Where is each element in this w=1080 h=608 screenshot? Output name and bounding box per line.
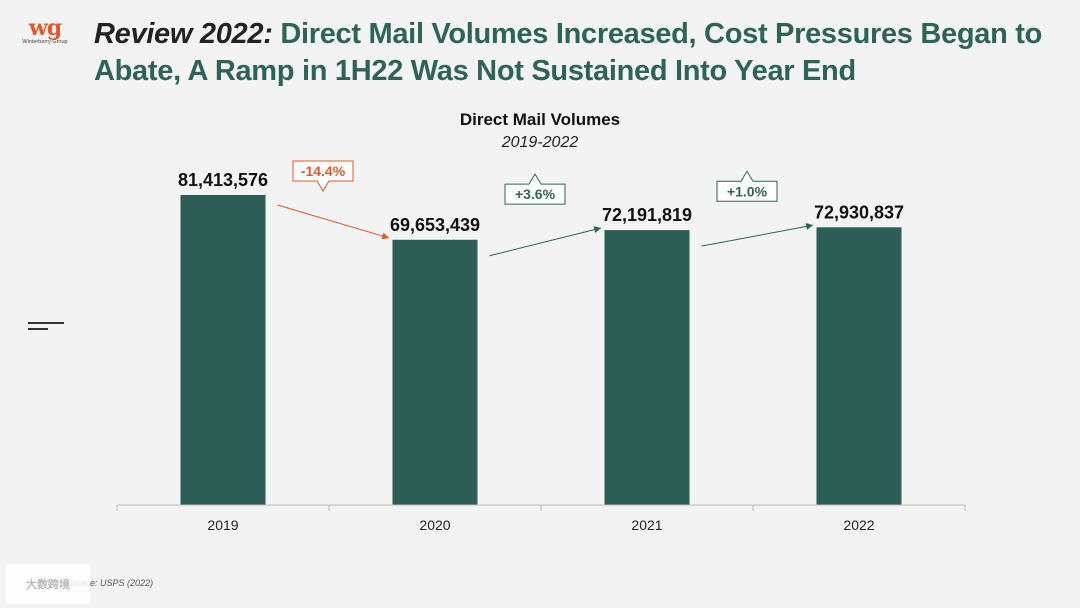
logo-name: Winterberry Group <box>22 39 68 45</box>
value-label-2019: 81,413,576 <box>178 170 268 190</box>
watermark: 大数跨境 <box>6 564 90 604</box>
company-logo: wg Winterberry Group <box>22 15 68 45</box>
change-label-2: +3.6% <box>515 186 556 202</box>
page-title: Review 2022: Direct Mail Volumes Increas… <box>94 16 1054 90</box>
bar-2022 <box>816 227 902 506</box>
chart-title: Direct Mail Volumes <box>459 110 621 129</box>
logo-mark: wg <box>28 15 62 41</box>
x-tick-2019: 2019 <box>207 517 238 533</box>
change-badge-shape-3 <box>716 170 778 202</box>
x-tick-2021: 2021 <box>631 517 662 533</box>
change-badge-1: -14.4% <box>292 160 354 192</box>
change-arrow-1 <box>277 204 390 240</box>
x-tick-2020: 2020 <box>419 517 450 533</box>
source-note: Source: USPS (2022) <box>66 578 154 588</box>
value-label-2022: 72,930,837 <box>814 202 904 222</box>
change-arrow-2 <box>489 226 602 257</box>
value-label-2021: 72,191,819 <box>602 205 692 225</box>
change-badge-shape-1 <box>292 160 354 192</box>
change-badge-2: +3.6% <box>504 173 566 205</box>
page-title-text: Direct Mail Volumes Increased, Cost Pres… <box>94 18 1043 87</box>
x-tick-2022: 2022 <box>843 517 874 533</box>
chart-subtitle: 2019-2022 <box>501 134 579 151</box>
bar-2019 <box>180 195 266 505</box>
page-title-lead: Review 2022: <box>94 18 273 50</box>
bar-2021 <box>604 230 690 505</box>
change-badge-3: +1.0% <box>716 170 778 202</box>
change-badge-shape-2 <box>504 173 566 205</box>
bar-2020 <box>392 239 478 505</box>
value-label-2020: 69,653,439 <box>390 215 480 235</box>
change-label-1: -14.4% <box>301 163 346 179</box>
change-label-3: +1.0% <box>727 183 768 199</box>
side-decoration <box>28 322 64 334</box>
change-arrow-3 <box>701 223 814 247</box>
